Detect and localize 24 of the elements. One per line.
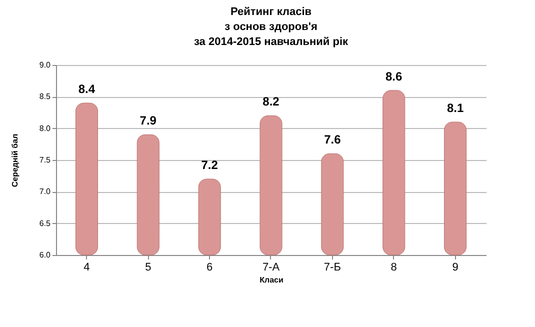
x-tick-label: 4 — [84, 262, 90, 274]
x-tick-label: 6 — [206, 262, 213, 274]
x-tick-label: 8 — [390, 262, 397, 274]
x-tick-label: 7-Б — [324, 262, 341, 274]
y-axis-title: Середній бал — [10, 134, 20, 188]
data-label: 7.2 — [201, 158, 218, 172]
chart-title: Рейтинг класів з основ здоров'я за 2014-2015 навчальний рік — [194, 6, 348, 48]
data-label: 8.6 — [386, 69, 403, 84]
y-tick-label: 8.0 — [39, 124, 52, 133]
x-tick-label: 5 — [145, 262, 152, 274]
y-tick-label: 7.5 — [39, 156, 52, 164]
data-label: 7.9 — [140, 114, 157, 128]
y-tick-label: 7.0 — [39, 187, 52, 196]
data-label: 8.4 — [78, 82, 96, 96]
data-label: 8.1 — [446, 101, 464, 115]
data-label: 8.2 — [262, 94, 280, 109]
data-label: 7.6 — [324, 132, 342, 147]
x-tick-label: 9 — [452, 262, 458, 274]
y-tick-label: 9.0 — [39, 60, 52, 70]
y-tick-label: 6.0 — [39, 250, 52, 260]
y-tick-label: 8.5 — [39, 92, 52, 102]
y-tick-label: 6.5 — [39, 218, 52, 228]
x-tick-label: 7-А — [262, 262, 280, 274]
x-axis-title: Класи — [260, 276, 284, 284]
